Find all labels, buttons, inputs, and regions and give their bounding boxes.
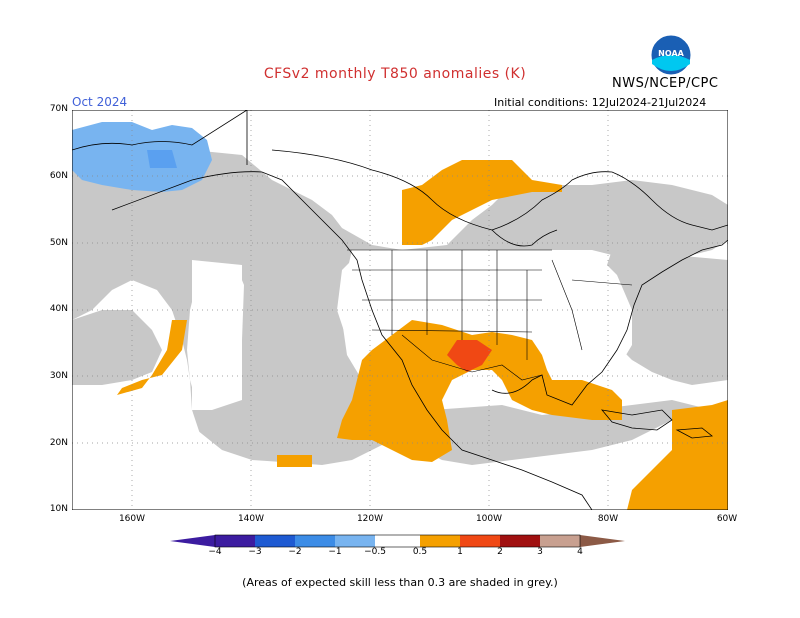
noaa-logo-text: NOAA [658, 49, 684, 58]
colorbar-label: 0.5 [412, 547, 428, 557]
colorbar-label: 3 [537, 547, 543, 557]
lat-label-30n: 30N [49, 371, 68, 381]
colorbar [170, 534, 625, 548]
lat-label-10n: 10N [49, 504, 68, 514]
colorbar-arrow-high [580, 535, 625, 547]
lat-label-70n: 70N [49, 104, 68, 114]
initial-conditions: Initial conditions: 12Jul2024-21Jul2024 [494, 96, 707, 109]
colorbar-label: 4 [577, 547, 583, 557]
lon-label-100w: 100W [475, 514, 503, 524]
lat-label-40n: 40N [49, 304, 68, 314]
skill-footnote: (Areas of expected skill less than 0.3 a… [242, 576, 558, 589]
colorbar-label: −2 [288, 547, 302, 557]
colorbar-label: −0.5 [364, 547, 386, 557]
colorbar-label: −3 [248, 547, 262, 557]
forecast-month: Oct 2024 [72, 95, 128, 109]
colorbar-label: −4 [208, 547, 222, 557]
colorbar-label: 1 [457, 547, 463, 557]
lon-label-160w: 160W [118, 514, 146, 524]
lon-label-80w: 80W [597, 514, 619, 524]
state-borders [347, 249, 633, 381]
lon-label-60w: 60W [716, 514, 738, 524]
lat-label-60n: 60N [49, 171, 68, 181]
positive-anomaly-red [447, 340, 492, 372]
lon-label-140w: 140W [237, 514, 265, 524]
lon-label-120w: 120W [356, 514, 384, 524]
colorbar-arrow-low [170, 535, 215, 547]
positive-anomaly-orange [117, 160, 728, 510]
colorbar-label: 2 [497, 547, 503, 557]
noaa-logo: NOAA [650, 34, 692, 76]
map-title: CFSv2 monthly T850 anomalies (K) [263, 66, 527, 82]
lat-label-50n: 50N [49, 238, 68, 248]
anomaly-map [72, 110, 728, 510]
coastlines [72, 110, 728, 510]
negative-anomaly-alaska [72, 122, 212, 192]
map-gridlines [72, 110, 728, 510]
agency-label: NWS/NCEP/CPC [612, 76, 719, 91]
colorbar-label: −1 [328, 547, 342, 557]
lat-label-20n: 20N [49, 438, 68, 448]
